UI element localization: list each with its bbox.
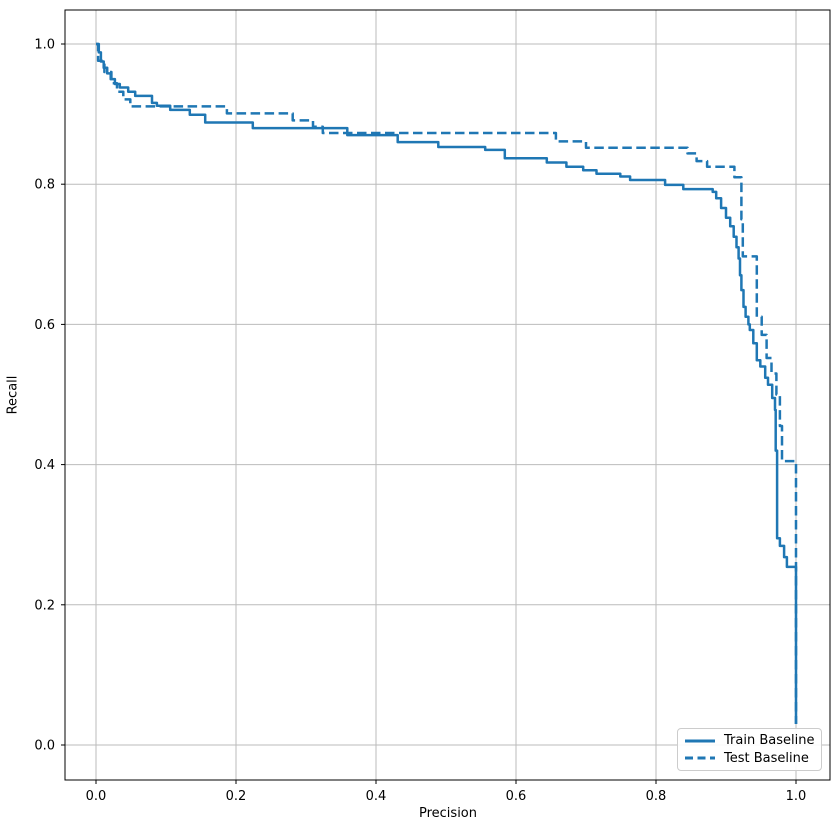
test-baseline-line (96, 42, 798, 724)
y-tick-label: 0.0 (34, 739, 55, 754)
y-axis-label: Recall (5, 375, 21, 415)
y-tick-label: 0.2 (34, 598, 55, 613)
plot-border (64, 9, 831, 781)
x-axis-label: Precision (418, 806, 478, 821)
x-tick-label: 0.8 (646, 789, 667, 804)
legend-label-train: Train Baseline (724, 733, 815, 749)
legend-label-test: Test Baseline (724, 750, 809, 766)
train-line-sample-icon (685, 739, 715, 743)
x-tick-label: 1.0 (786, 789, 807, 804)
x-tick-label: 0.6 (506, 789, 527, 804)
y-tick-label: 1.0 (34, 38, 55, 53)
y-tick-label: 0.6 (34, 318, 55, 333)
legend-item-train: Train Baseline (684, 733, 814, 748)
x-tick-label: 0.0 (86, 789, 107, 804)
y-tick-label: 0.8 (34, 178, 55, 193)
y-tick-label: 0.4 (34, 458, 55, 473)
legend: Train Baseline Test Baseline (677, 728, 822, 771)
train-baseline-line (96, 42, 798, 724)
legend-item-test: Test Baseline (684, 751, 814, 766)
x-tick-label: 0.4 (366, 789, 387, 804)
test-line-sample-icon (685, 756, 715, 760)
x-tick-label: 0.2 (226, 789, 247, 804)
